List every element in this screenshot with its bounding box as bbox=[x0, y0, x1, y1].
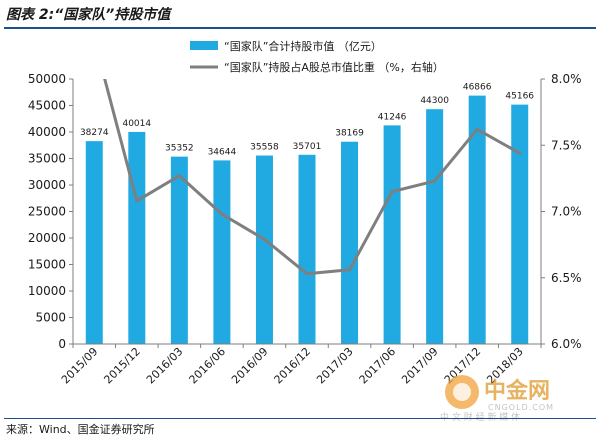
left-tick-label: 20000 bbox=[28, 231, 66, 245]
x-tick-label: 2017/03 bbox=[314, 345, 356, 387]
line-point bbox=[177, 174, 181, 178]
legend-line-label: “国家队”持股占A股总市值比重 （%，右轴） bbox=[224, 60, 444, 74]
line-point bbox=[305, 272, 309, 276]
left-tick-label: 0 bbox=[58, 337, 66, 351]
left-tick-label: 30000 bbox=[28, 178, 66, 192]
line-point bbox=[518, 151, 522, 155]
watermark-tagline: 中 文 财 经 新 媒 体 bbox=[440, 411, 520, 423]
watermark-url: CNGOLD.COM bbox=[488, 403, 554, 412]
bar-value-label: 46866 bbox=[463, 83, 492, 93]
watermark: 中金网 CNGOLD.COM 中 文 财 经 新 媒 体 bbox=[440, 375, 554, 423]
figure-title: 图表 2:“国家队”持股市值 bbox=[6, 7, 171, 23]
left-tick-label: 10000 bbox=[28, 284, 66, 298]
bar bbox=[383, 125, 401, 344]
x-tick-label: 2016/09 bbox=[229, 345, 271, 387]
x-tick-label: 2016/03 bbox=[144, 345, 186, 387]
right-tick-label: 7.5% bbox=[551, 138, 582, 152]
x-tick-label: 2017/06 bbox=[357, 345, 399, 387]
bar bbox=[511, 104, 529, 344]
title-rule bbox=[4, 27, 596, 29]
line-point bbox=[433, 179, 437, 183]
line-point bbox=[390, 190, 394, 194]
x-tick-label: 2015/09 bbox=[59, 345, 101, 387]
watermark-brand: 中金网 bbox=[484, 378, 550, 404]
legend: “国家队”合计持股市值 （亿元） “国家队”持股占A股总市值比重 （%，右轴） bbox=[190, 39, 444, 74]
bar bbox=[85, 141, 103, 344]
left-tick-label: 5000 bbox=[35, 311, 66, 325]
source-note: 来源：Wind、国金证券研究所 bbox=[6, 423, 155, 436]
bar-series bbox=[85, 95, 529, 345]
bar bbox=[341, 141, 359, 344]
bar bbox=[170, 156, 188, 344]
line-point bbox=[135, 199, 139, 203]
line-point bbox=[348, 268, 352, 272]
legend-bar-swatch bbox=[190, 41, 218, 50]
bar-value-label: 44300 bbox=[420, 96, 449, 106]
bar-value-label: 34644 bbox=[208, 147, 237, 157]
x-tick-label: 2017/09 bbox=[399, 345, 441, 387]
right-tick-label: 7.0% bbox=[551, 205, 582, 219]
bar-value-label: 41246 bbox=[378, 112, 407, 122]
bar-value-label: 45166 bbox=[505, 92, 534, 102]
right-tick-label: 8.0% bbox=[551, 72, 582, 86]
left-tick-label: 50000 bbox=[28, 72, 66, 86]
bar-value-label: 38274 bbox=[80, 128, 109, 138]
watermark-logo-inner-icon bbox=[453, 383, 471, 401]
bar bbox=[426, 109, 444, 345]
x-tick-label: 2016/12 bbox=[272, 345, 314, 387]
bar-value-label: 35558 bbox=[250, 143, 279, 153]
bar-value-label: 40014 bbox=[122, 119, 151, 129]
x-tick-label: 2015/12 bbox=[101, 345, 143, 387]
left-tick-label: 25000 bbox=[28, 205, 66, 219]
left-tick-label: 45000 bbox=[28, 99, 66, 113]
bar-value-label: 38169 bbox=[335, 129, 364, 139]
line-point bbox=[475, 127, 479, 131]
line-point bbox=[220, 212, 224, 216]
x-tick-label: 2016/06 bbox=[187, 345, 229, 387]
legend-bar-label: “国家队”合计持股市值 （亿元） bbox=[224, 39, 382, 53]
bar bbox=[298, 154, 316, 344]
bar bbox=[255, 155, 273, 344]
right-tick-label: 6.0% bbox=[551, 337, 582, 351]
bar-value-label: 35352 bbox=[165, 144, 194, 154]
right-tick-label: 6.5% bbox=[551, 271, 582, 285]
bar-data-labels: 38274 40014 35352 34644 35558 35701 38169 41246… bbox=[80, 83, 534, 158]
line-point bbox=[262, 237, 266, 241]
bar bbox=[128, 131, 146, 344]
left-tick-label: 40000 bbox=[28, 125, 66, 139]
bar bbox=[468, 95, 486, 344]
bar bbox=[213, 160, 231, 344]
bar-value-label: 35701 bbox=[293, 142, 322, 152]
left-tick-label: 35000 bbox=[28, 152, 66, 166]
line-series bbox=[103, 79, 522, 276]
source-rule bbox=[4, 418, 596, 419]
left-tick-label: 15000 bbox=[28, 258, 66, 272]
